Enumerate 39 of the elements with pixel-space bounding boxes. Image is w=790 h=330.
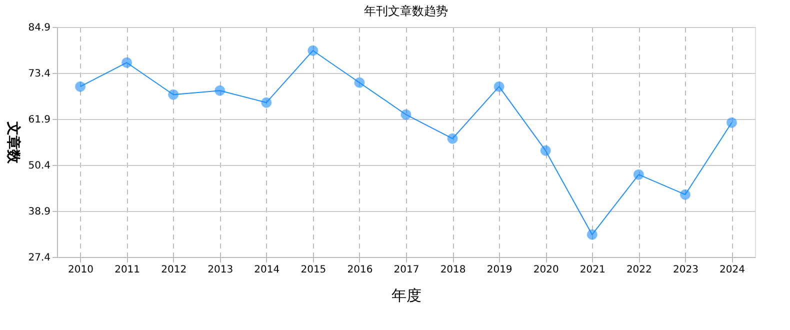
y-tick-label: 61.9 (28, 114, 50, 126)
y-tick-label: 50.4 (28, 160, 50, 172)
x-tick-label: 2018 (440, 264, 466, 276)
x-tick-label: 2011 (114, 264, 140, 276)
point (447, 133, 458, 144)
x-tick-label: 2016 (347, 264, 373, 276)
point (540, 145, 551, 156)
x-tick-label: 2019 (486, 264, 512, 276)
x-tick-label: 2010 (68, 264, 94, 276)
point (261, 97, 272, 108)
point (726, 117, 737, 128)
point (400, 109, 412, 120)
point (168, 89, 179, 100)
x-tick-label: 2022 (626, 264, 652, 276)
point (680, 189, 690, 200)
x-tick-label: 2020 (533, 264, 559, 276)
y-tick-label: 73.4 (28, 68, 50, 80)
point (122, 57, 132, 68)
x-tick-label: 2015 (300, 264, 326, 276)
point (214, 85, 226, 96)
x-tick-label: 2017 (394, 264, 420, 276)
y-tick-label: 84.9 (28, 22, 50, 34)
point (308, 45, 318, 56)
point (75, 81, 86, 92)
chart-title: 年刊文章数趋势 (364, 4, 448, 18)
x-axis-title: 年度 (392, 286, 422, 304)
y-tick-label: 38.9 (28, 206, 50, 218)
x-tick-label: 2014 (254, 264, 280, 276)
point (586, 229, 598, 240)
y-axis-title: 文章数 (5, 120, 22, 164)
x-tick-label: 2021 (580, 264, 606, 276)
x-tick-label: 2013 (208, 264, 234, 276)
x-tick-label: 2012 (161, 264, 187, 276)
point (494, 81, 504, 92)
x-tick-label: 2024 (720, 264, 745, 276)
y-tick-label: 27.4 (28, 252, 50, 264)
point (354, 77, 365, 88)
point (633, 169, 644, 180)
x-tick-label: 2023 (672, 264, 698, 276)
